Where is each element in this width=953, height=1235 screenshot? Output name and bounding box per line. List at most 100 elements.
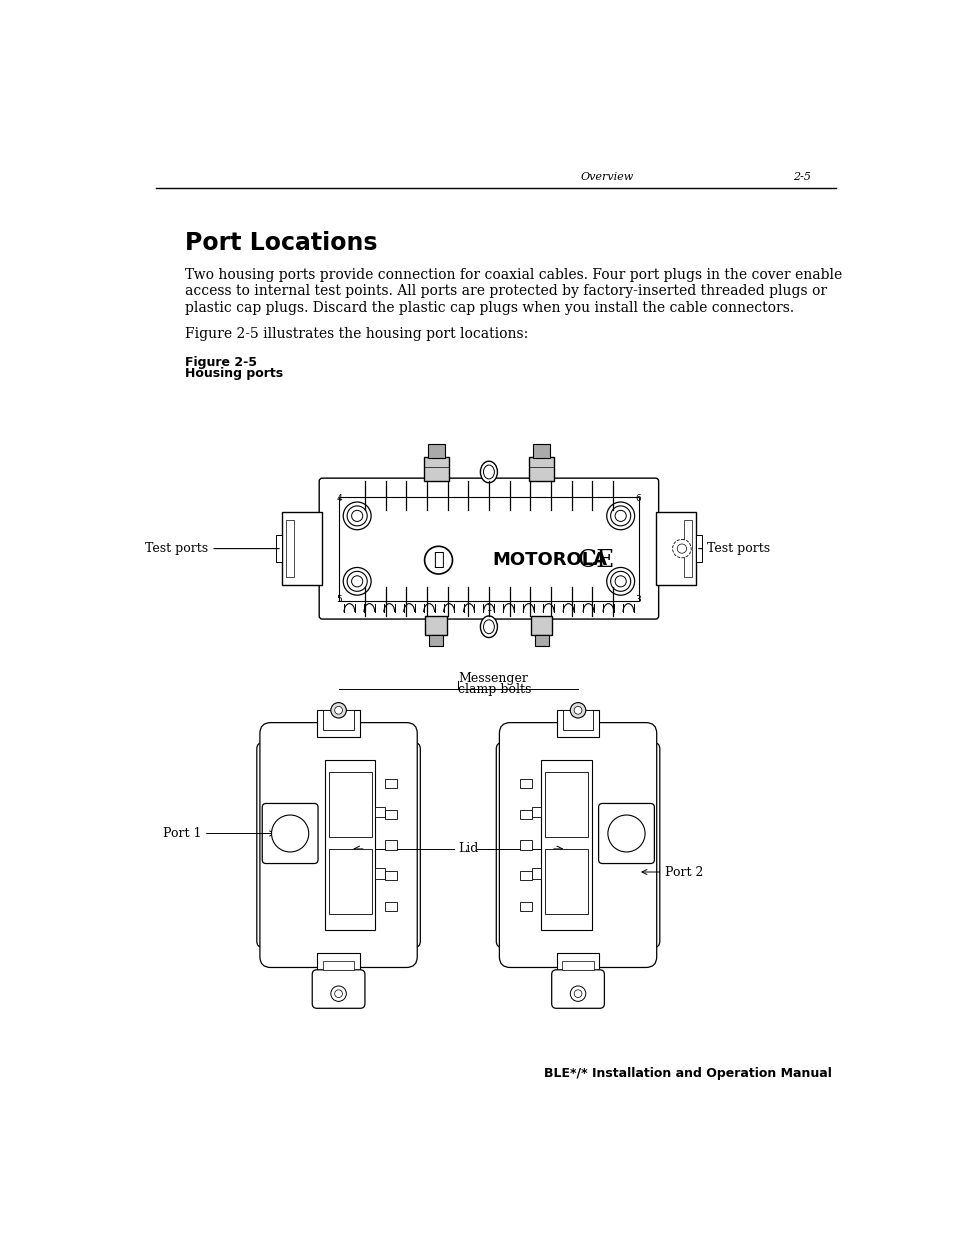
Bar: [423, 457, 448, 482]
Circle shape: [276, 820, 304, 847]
Bar: [562, 710, 593, 730]
Circle shape: [624, 832, 627, 835]
Bar: [655, 513, 695, 585]
Circle shape: [615, 510, 625, 521]
Circle shape: [570, 986, 585, 1002]
Bar: [532, 868, 540, 879]
Circle shape: [606, 567, 634, 595]
FancyBboxPatch shape: [312, 969, 365, 1008]
Text: Two housing ports provide connection for coaxial cables. Four port plugs in the : Two housing ports provide connection for…: [185, 268, 841, 282]
Text: plastic cap plugs. Discard the plastic cap plugs when you install the cable conn: plastic cap plugs. Discard the plastic c…: [185, 301, 794, 315]
Text: Lid: Lid: [457, 842, 477, 856]
Circle shape: [424, 546, 452, 574]
FancyBboxPatch shape: [256, 742, 420, 947]
Bar: [529, 457, 554, 482]
Circle shape: [574, 989, 581, 998]
FancyBboxPatch shape: [319, 478, 658, 619]
Text: 2-5: 2-5: [793, 172, 811, 182]
Text: 4: 4: [336, 494, 342, 503]
Bar: [519, 810, 532, 819]
FancyBboxPatch shape: [259, 722, 416, 967]
Bar: [519, 841, 532, 850]
Text: CE: CE: [578, 548, 615, 572]
Bar: [427, 445, 444, 458]
Bar: [532, 806, 540, 818]
Text: MOTOROLA: MOTOROLA: [493, 551, 607, 569]
Text: Port 1: Port 1: [162, 827, 274, 840]
FancyBboxPatch shape: [551, 969, 604, 1008]
Bar: [384, 841, 396, 850]
Bar: [533, 445, 550, 458]
Bar: [384, 810, 396, 819]
Bar: [317, 710, 359, 737]
Circle shape: [352, 576, 362, 587]
Bar: [384, 902, 396, 911]
Text: Overview: Overview: [579, 172, 633, 182]
Text: access to internal test points. All ports are protected by factory-inserted thre: access to internal test points. All port…: [185, 284, 826, 299]
Bar: [375, 868, 384, 879]
Bar: [384, 871, 396, 881]
Circle shape: [677, 543, 686, 553]
Text: clamp bolts: clamp bolts: [457, 683, 531, 697]
Bar: [544, 772, 587, 837]
Ellipse shape: [480, 461, 497, 483]
Bar: [557, 710, 598, 737]
Bar: [519, 871, 532, 881]
Text: Figure 2-5: Figure 2-5: [185, 356, 257, 369]
Text: Test ports: Test ports: [145, 542, 279, 555]
Text: 1: 1: [486, 604, 491, 613]
Bar: [544, 848, 587, 914]
Bar: [530, 616, 552, 635]
Bar: [339, 496, 638, 600]
Circle shape: [272, 815, 309, 852]
Text: 3: 3: [635, 594, 640, 604]
Bar: [519, 902, 532, 911]
Bar: [282, 513, 322, 585]
Bar: [519, 779, 532, 788]
Text: 6: 6: [635, 494, 640, 503]
Ellipse shape: [480, 616, 497, 637]
Bar: [329, 772, 371, 837]
Circle shape: [610, 506, 630, 526]
Bar: [557, 953, 598, 974]
Circle shape: [672, 540, 691, 558]
Bar: [329, 848, 371, 914]
Circle shape: [331, 703, 346, 718]
FancyBboxPatch shape: [598, 804, 654, 863]
Circle shape: [285, 829, 294, 839]
FancyBboxPatch shape: [496, 742, 659, 947]
Bar: [695, 535, 701, 562]
Circle shape: [347, 572, 367, 592]
Bar: [384, 779, 396, 788]
FancyBboxPatch shape: [262, 804, 317, 863]
Text: 5: 5: [336, 594, 342, 604]
Text: Port 2: Port 2: [641, 866, 703, 878]
Bar: [375, 806, 384, 818]
Text: Figure 2-5 illustrates the housing port locations:: Figure 2-5 illustrates the housing port …: [185, 327, 528, 341]
Bar: [322, 961, 355, 969]
Bar: [429, 635, 443, 646]
Circle shape: [331, 986, 346, 1002]
Circle shape: [335, 989, 342, 998]
Circle shape: [343, 501, 371, 530]
Ellipse shape: [483, 466, 494, 479]
Bar: [286, 520, 294, 578]
Circle shape: [617, 824, 635, 842]
Bar: [325, 761, 375, 930]
Circle shape: [610, 572, 630, 592]
Circle shape: [570, 703, 585, 718]
Text: Test ports: Test ports: [698, 542, 770, 555]
Circle shape: [607, 815, 644, 852]
Ellipse shape: [483, 620, 494, 634]
Bar: [534, 635, 548, 646]
Bar: [683, 520, 691, 578]
Circle shape: [621, 829, 631, 839]
Bar: [317, 953, 359, 974]
Bar: [540, 761, 591, 930]
Bar: [425, 616, 447, 635]
Circle shape: [612, 820, 639, 847]
Circle shape: [280, 824, 299, 842]
Circle shape: [352, 510, 362, 521]
Circle shape: [615, 576, 625, 587]
Circle shape: [335, 706, 342, 714]
